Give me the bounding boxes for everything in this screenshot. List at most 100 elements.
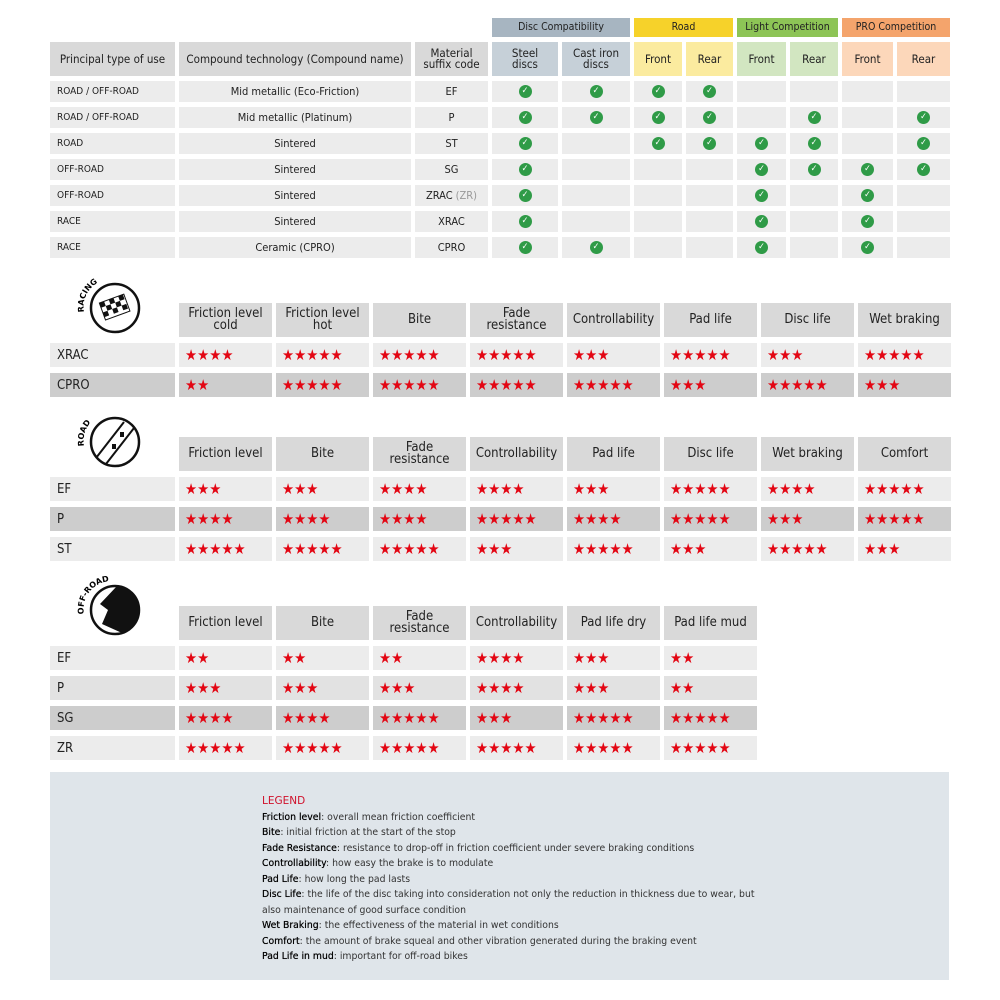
star-icon: ★ [500,738,513,757]
legend-item: Friction level: overall mean friction co… [262,810,762,826]
legend-title: LEGEND [262,795,306,807]
rating-header: Fade resistance [373,606,466,640]
star-icon: ★ [209,509,222,528]
rating-table-racing: Friction level cold Friction level hot Bit… [50,303,951,397]
check-circle-icon: ✓ [589,111,603,124]
road-icon: ROAD [72,406,144,474]
check-circle-icon: ✓ [703,85,716,98]
star-rating: ★ ★ ★ [567,676,660,700]
star-icon: ★ [379,479,392,498]
star-icon: ★ [609,539,622,558]
star-icon: ★ [876,345,889,364]
check-circle-icon: ✓ [861,215,874,228]
star-icon: ★ [500,345,513,364]
star-icon: ★ [718,738,731,757]
rating-header: Controllability [567,303,660,337]
group-header: Light Competition [737,18,838,37]
star-icon: ★ [585,375,598,394]
star-rating: ★ ★ ★ [470,537,563,561]
star-rating: ★ ★ ★ ★ ★ [373,736,466,760]
check-circle-icon: ✓ [917,111,930,124]
star-icon: ★ [815,539,828,558]
legend-desc: resistance to drop-off in friction coeff… [342,842,695,854]
star-icon: ★ [682,509,695,528]
compat-cell: ✓ [562,107,630,128]
column-header: Rear [790,42,838,76]
star-icon: ★ [864,479,877,498]
legend-term: Disc Life [262,889,302,900]
compat-cell: ✓ [686,107,733,128]
column-header: Steel discs [492,42,558,76]
compat-cell: ✓ [737,133,786,154]
star-icon: ★ [803,539,816,558]
compat-cell: ✓ [492,133,558,154]
compound-cell: Mid metallic (Eco-Friction) [179,81,411,102]
compat-cell [562,133,630,154]
empty-cell [761,706,854,730]
star-rating: ★ ★ ★ ★ ★ [373,537,466,561]
star-icon: ★ [197,678,210,697]
star-rating: ★ ★ [179,646,272,670]
star-icon: ★ [718,479,731,498]
star-icon: ★ [209,479,222,498]
star-icon: ★ [379,345,392,364]
star-icon: ★ [306,539,319,558]
type-cell: ROAD [50,133,175,154]
star-icon: ★ [609,708,622,727]
check-circle-icon: ✓ [807,137,821,150]
star-icon: ★ [682,539,695,558]
compat-cell: ✓ [737,185,786,206]
star-icon: ★ [718,509,731,528]
star-icon: ★ [500,539,513,558]
star-icon: ★ [197,375,210,394]
star-rating: ★ ★ ★ ★ ★ [470,736,563,760]
star-icon: ★ [209,738,222,757]
legend-colon: : [336,842,343,854]
star-rating: ★ ★ ★ [761,507,854,531]
star-icon: ★ [888,479,901,498]
star-rating: ★ ★ ★ ★ ★ [664,507,757,531]
column-header: Front [634,42,682,76]
code-text: ZRAC [425,189,453,202]
star-icon: ★ [415,708,428,727]
corner-spacer [50,437,175,471]
star-rating: ★ ★ ★ [858,537,951,561]
star-icon: ★ [524,738,537,757]
column-header: Compound technology (Compound name) [179,42,411,76]
star-icon: ★ [888,509,901,528]
legend-colon: : [298,873,305,885]
rating-header: Pad life [567,437,660,471]
legend-desc: initial friction at the start of the sto… [286,827,456,838]
star-icon: ★ [864,345,877,364]
compat-cell [686,237,733,258]
rating-header: Controllability [470,606,563,640]
row-label: ST [50,537,175,561]
compat-cell [897,211,950,232]
mud-splash-icon: OFF-ROAD [72,574,144,642]
star-rating: ★ ★ ★ [470,706,563,730]
star-icon: ★ [876,539,889,558]
compound-cell: Mid metallic (Platinum) [179,107,411,128]
compat-cell: ✓ [842,211,893,232]
compat-cell [562,211,630,232]
column-header: Cast iron discs [562,42,630,76]
star-rating: ★ ★ ★ ★ ★ [664,736,757,760]
type-cell: RACE [50,211,175,232]
star-icon: ★ [524,345,537,364]
star-icon: ★ [306,509,319,528]
star-icon: ★ [476,708,489,727]
star-rating: ★ ★ ★ [761,343,854,367]
star-icon: ★ [185,509,198,528]
compound-cell: Sintered [179,211,411,232]
star-icon: ★ [379,708,392,727]
star-icon: ★ [500,509,513,528]
star-rating: ★ ★ ★ ★ ★ [858,477,951,501]
empty-cell [858,736,951,760]
star-icon: ★ [197,708,210,727]
star-icon: ★ [767,509,780,528]
legend-item: Wet Braking: the effectiveness of the ma… [262,918,762,934]
star-icon: ★ [900,509,913,528]
star-rating: ★ ★ [664,646,757,670]
star-icon: ★ [876,509,889,528]
star-icon: ★ [427,539,440,558]
